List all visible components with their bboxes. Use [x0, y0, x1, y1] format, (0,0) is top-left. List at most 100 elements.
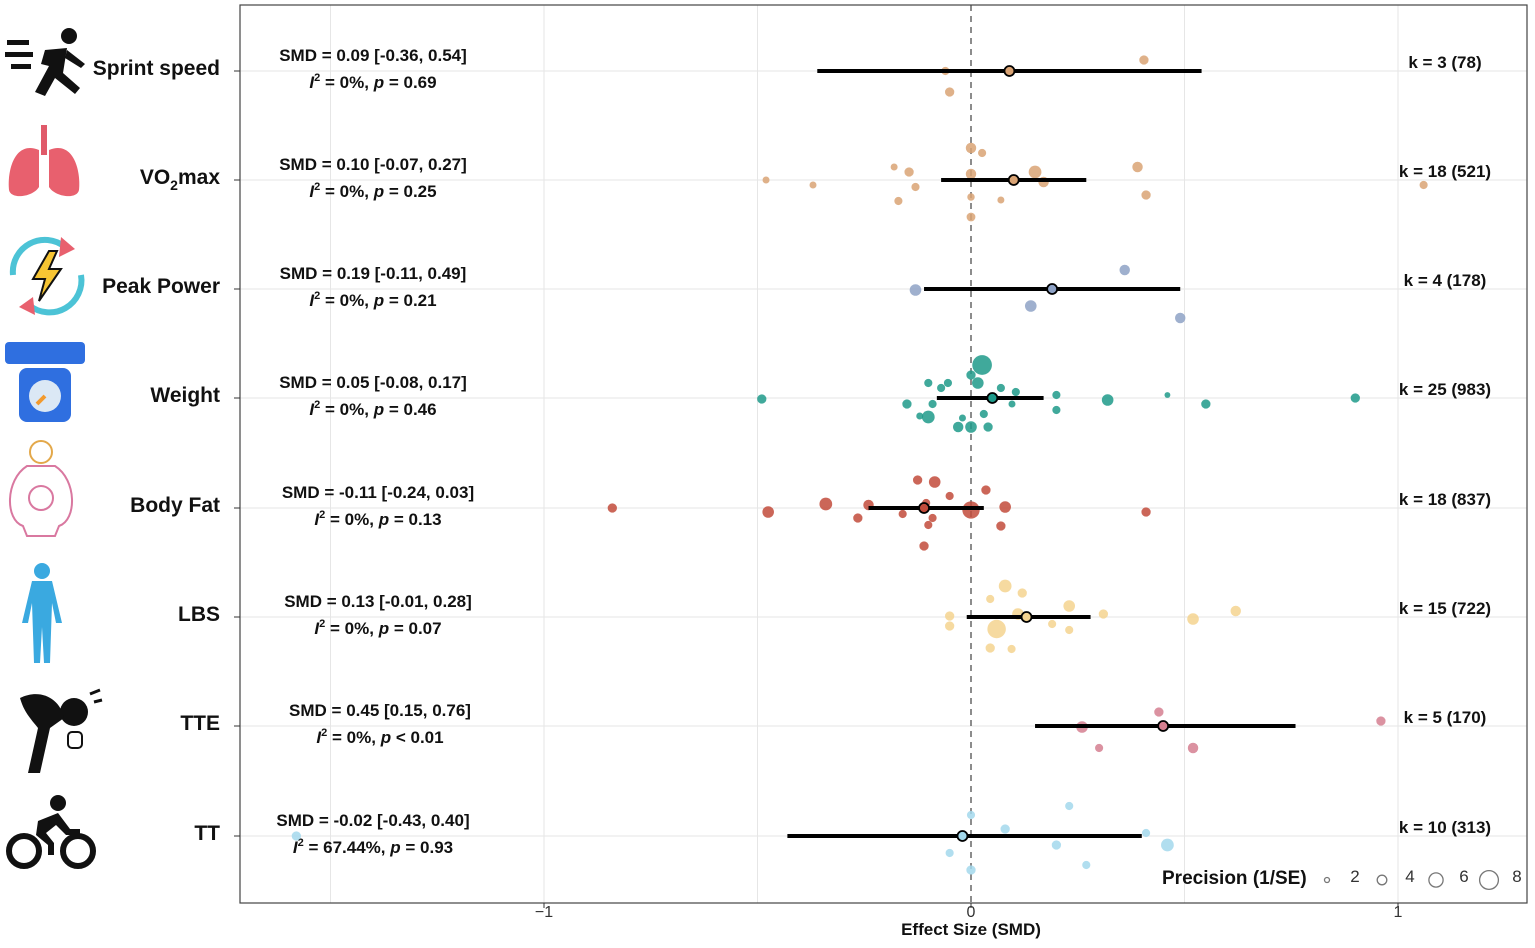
k-count: k = 4 (178) — [1404, 271, 1487, 290]
study-point — [985, 643, 995, 653]
running-icon — [5, 28, 85, 96]
study-point — [1350, 393, 1360, 403]
legend-size-label: 8 — [1512, 867, 1521, 886]
heterogeneity-annotation: I2 = 0%, p = 0.46 — [309, 399, 436, 419]
k-count: k = 25 (983) — [1399, 380, 1491, 399]
smd-annotation: SMD = 0.10 [-0.07, 0.27] — [279, 155, 467, 174]
study-point — [966, 370, 976, 380]
legend-size-label: 6 — [1459, 867, 1468, 886]
study-point — [1051, 840, 1062, 850]
study-point — [965, 421, 977, 433]
study-point — [996, 383, 1005, 393]
study-point — [983, 422, 993, 432]
study-point — [945, 491, 954, 501]
study-point — [1164, 392, 1171, 398]
row-0: Sprint speed SMD = 0.09 [-0.36, 0.54] I2 =… — [93, 46, 1482, 97]
row-7: TT SMD = -0.02 [-0.43, 0.40] I2 = 67.44%, … — [194, 801, 1491, 875]
grid — [240, 5, 1527, 903]
smd-annotation: SMD = 0.19 [-0.11, 0.49] — [280, 264, 467, 283]
study-point — [1065, 801, 1074, 811]
study-point — [1419, 180, 1428, 190]
x-axis-title: Effect Size (SMD) — [901, 920, 1041, 939]
smd-annotation: SMD = 0.13 [-0.01, 0.28] — [284, 592, 472, 611]
row-2: Peak Power SMD = 0.19 [-0.11, 0.49] I2 = 0… — [102, 264, 1487, 324]
pooled-estimate — [1020, 611, 1033, 623]
legend-size-label: 2 — [1350, 867, 1359, 886]
study-point — [958, 414, 966, 422]
legend-size-circle — [1376, 874, 1388, 886]
x-tick-label: 0 — [967, 904, 976, 921]
icons — [5, 28, 103, 869]
row-label: Body Fat — [130, 494, 220, 517]
legend-size-circle — [1428, 872, 1444, 888]
study-point — [967, 193, 975, 201]
k-count: k = 3 (78) — [1408, 53, 1481, 72]
study-point — [943, 378, 953, 388]
study-point — [1119, 264, 1130, 276]
human-body-icon — [22, 563, 62, 663]
study-point — [1007, 644, 1016, 654]
body-fat-icon — [9, 440, 73, 537]
study-point — [911, 182, 920, 192]
study-point — [919, 541, 929, 551]
study-point — [1187, 613, 1199, 625]
study-point — [965, 168, 977, 180]
smd-annotation: SMD = 0.05 [-0.08, 0.17] — [279, 373, 467, 392]
legend-size-circle — [1323, 876, 1331, 884]
smd-annotation: SMD = -0.11 [-0.24, 0.03] — [282, 483, 474, 502]
study-point — [966, 865, 976, 875]
study-point — [898, 509, 907, 519]
study-point — [1101, 394, 1114, 406]
study-point — [924, 378, 933, 388]
study-point — [1141, 828, 1151, 838]
study-point — [972, 355, 992, 375]
study-point — [1024, 300, 1037, 312]
pooled-estimate — [1007, 174, 1020, 186]
study-point — [999, 501, 1011, 513]
study-point — [921, 410, 935, 424]
study-point — [1048, 619, 1057, 629]
study-point — [1008, 400, 1016, 408]
row-label: VO2max — [140, 166, 220, 193]
study-point — [762, 506, 774, 518]
row-5: LBS SMD = 0.13 [-0.01, 0.28] I2 = 0%, p = … — [178, 579, 1491, 654]
study-point — [966, 212, 976, 222]
smd-annotation: SMD = -0.02 [-0.43, 0.40] — [276, 811, 469, 830]
row-label: Weight — [150, 384, 220, 407]
study-point — [996, 521, 1006, 531]
row-label: TTE — [180, 712, 220, 735]
study-point — [998, 579, 1012, 593]
row-4: Body Fat SMD = -0.11 [-0.24, 0.03] I2 = 0%… — [130, 475, 1491, 551]
study-point — [945, 87, 955, 97]
study-point — [928, 476, 941, 488]
study-point — [904, 167, 914, 177]
study-point — [916, 412, 924, 420]
study-point — [924, 520, 933, 530]
study-point — [978, 148, 987, 158]
study-point — [1082, 860, 1091, 870]
study-point — [937, 383, 946, 393]
study-point — [986, 594, 995, 604]
study-point — [1175, 312, 1186, 324]
study-point — [928, 513, 937, 523]
study-point — [1017, 588, 1027, 598]
x-tick-label: −1 — [535, 904, 553, 921]
study-point — [890, 163, 898, 171]
study-point — [291, 831, 301, 841]
heterogeneity-annotation: I2 = 0%, p = 0.69 — [309, 72, 436, 92]
study-point — [757, 394, 767, 404]
study-point — [809, 181, 817, 189]
study-point — [965, 142, 977, 154]
study-point — [972, 377, 984, 389]
study-point — [997, 196, 1005, 204]
k-count: k = 18 (521) — [1399, 162, 1491, 181]
heterogeneity-annotation: I2 = 0%, p = 0.25 — [309, 181, 436, 201]
study-point — [894, 196, 903, 206]
study-point — [1098, 609, 1109, 619]
precision-legend: Precision (1/SE) 2 4 6 8 — [1162, 867, 1522, 891]
study-point — [1052, 390, 1061, 400]
lungs-icon — [8, 125, 80, 197]
study-point — [1063, 600, 1076, 612]
pooled-estimate — [1003, 65, 1016, 77]
